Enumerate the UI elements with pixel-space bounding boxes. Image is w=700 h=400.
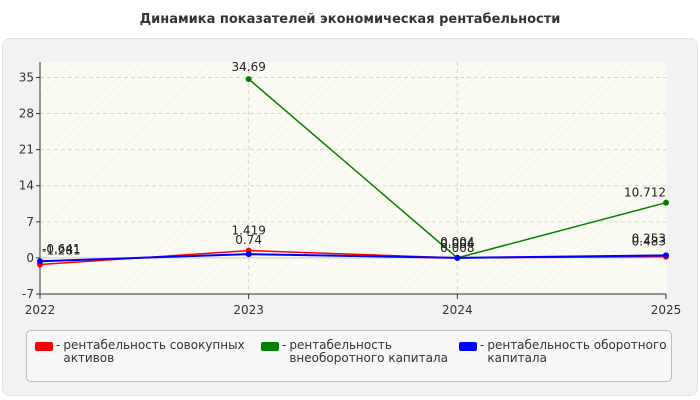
legend-item-total-assets[interactable]: - рентабельность совокупных активов (35, 339, 245, 365)
data-label: 0.253 (632, 232, 666, 246)
data-label: 0.008 (440, 241, 474, 255)
x-tick-label: 2024 (442, 303, 473, 317)
y-tick-label: 28 (19, 107, 34, 121)
legend: - рентабельность совокупных активов - ре… (26, 330, 672, 382)
legend-item-working-capital[interactable]: - рентабельность оборотного капитала (459, 339, 669, 365)
legend-item-fixed-capital[interactable]: - рентабельность внеоборотного капитала (261, 339, 451, 365)
data-label: 0.004 (440, 237, 474, 251)
legend-swatch-green (261, 342, 279, 351)
y-tick-label: 7 (26, 215, 34, 229)
data-label: 0.483 (632, 234, 666, 248)
x-tick-label: 2023 (233, 303, 264, 317)
y-tick-label: 14 (19, 179, 34, 193)
data-label: 0.74 (235, 233, 262, 247)
legend-swatch-blue (459, 342, 477, 351)
legend-dash: - (56, 338, 61, 352)
legend-swatch-red (35, 342, 53, 351)
x-tick-label: 2025 (651, 303, 682, 317)
y-tick-label: -7 (22, 287, 34, 301)
axes (36, 62, 667, 299)
y-tick-label: 0 (26, 251, 34, 265)
chart-title: Динамика показателей экономическая рента… (139, 12, 561, 27)
data-point (245, 251, 252, 258)
data-point (245, 76, 252, 83)
y-tick-label: 21 (19, 143, 34, 157)
legend-label: рентабельность внеоборотного капитала (289, 338, 448, 365)
series-line-2 (39, 253, 667, 263)
data-label: -1.281 (42, 244, 81, 258)
legend-dash: - (282, 338, 287, 352)
tick-labels: 35 28 21 14 7 0 -7 2022 2023 2024 2025 (19, 70, 682, 317)
legend-label: рентабельность оборотного капитала (487, 338, 667, 365)
data-label: -0.641 (42, 242, 81, 256)
data-label: 1.419 (231, 224, 265, 238)
y-tick-label: 35 (19, 70, 34, 84)
data-label: 34.69 (231, 60, 265, 74)
series-group (37, 76, 669, 268)
data-label: 0.004 (440, 235, 474, 249)
data-point (454, 254, 461, 261)
data-label: 10.712 (624, 186, 666, 200)
plot-area (40, 62, 666, 294)
legend-label: рентабельность совокупных активов (63, 338, 245, 365)
data-labels: -1.281 1.419 0.004 0.253 34.69 0.008 10.712 -0.… (42, 60, 666, 257)
legend-dash: - (480, 338, 485, 352)
data-point (37, 258, 43, 265)
x-tick-label: 2022 (25, 303, 56, 317)
data-point (663, 252, 669, 259)
data-point (663, 199, 669, 206)
